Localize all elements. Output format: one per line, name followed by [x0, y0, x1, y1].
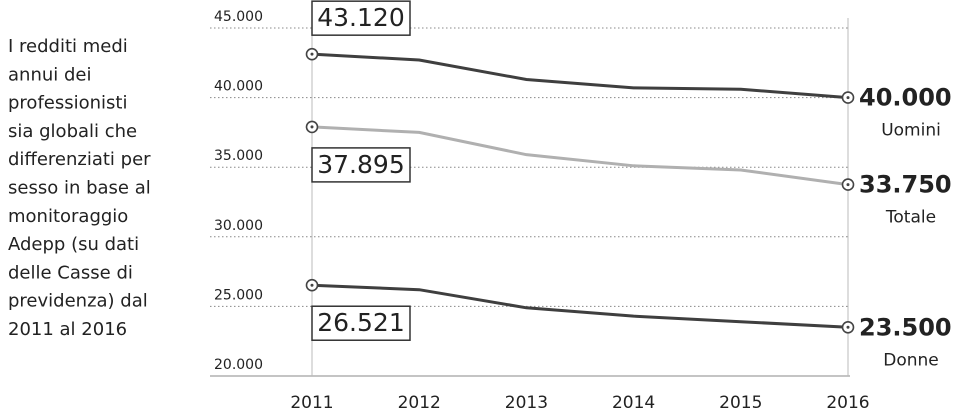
- description-line: annui dei: [8, 64, 91, 85]
- series-line: [311, 125, 849, 187]
- end-value-label: 40.000: [859, 84, 952, 112]
- point-dot: [846, 325, 850, 329]
- description-line: delle Casse di: [8, 262, 133, 283]
- legend-label: Uomini: [881, 121, 941, 141]
- start-value-label: 37.895: [317, 150, 404, 179]
- y-tick-label: 30.000: [214, 218, 263, 234]
- start-label-box: [311, 147, 411, 183]
- end-value-label: 33.750: [859, 171, 952, 199]
- start-value-label: 26.521: [317, 308, 404, 337]
- description-line: professionisti: [8, 93, 127, 114]
- description-line: monitoraggio: [8, 206, 128, 227]
- x-tick-label: 2012: [398, 393, 441, 413]
- point-dot: [846, 96, 850, 100]
- description-line: I redditi medi: [8, 36, 128, 57]
- x-tick-label: 2013: [505, 393, 548, 413]
- x-tick-label: 2014: [612, 393, 655, 413]
- series-line: [311, 52, 849, 100]
- y-tick-label: 40.000: [214, 79, 263, 95]
- description-line: differenziati per: [8, 149, 151, 170]
- x-tick-label: 2016: [826, 393, 869, 413]
- y-tick-label: 25.000: [214, 287, 263, 303]
- y-tick-label: 45.000: [214, 9, 263, 25]
- point-dot: [310, 52, 314, 56]
- y-tick-label: 20.000: [214, 357, 263, 373]
- description-line: sesso in base al: [8, 178, 151, 199]
- series-line: [311, 283, 849, 329]
- end-value-label: 23.500: [859, 313, 952, 341]
- x-tick-label: 2015: [719, 393, 762, 413]
- description-line: sia globali che: [8, 121, 137, 142]
- point-dot: [846, 183, 850, 187]
- legend-label: Totale: [885, 208, 936, 228]
- start-label-box: [311, 305, 411, 341]
- start-label-box: [311, 0, 411, 36]
- description-line: Adepp (su dati: [8, 234, 139, 255]
- y-tick-label: 35.000: [214, 148, 263, 164]
- x-tick-label: 2011: [290, 393, 333, 413]
- point-dot: [310, 125, 314, 129]
- legend-label: Donne: [883, 350, 939, 370]
- point-dot: [310, 283, 314, 287]
- description-line: previdenza) dal: [8, 291, 148, 312]
- description-line: 2011 al 2016: [8, 319, 127, 340]
- start-value-label: 43.120: [317, 3, 404, 32]
